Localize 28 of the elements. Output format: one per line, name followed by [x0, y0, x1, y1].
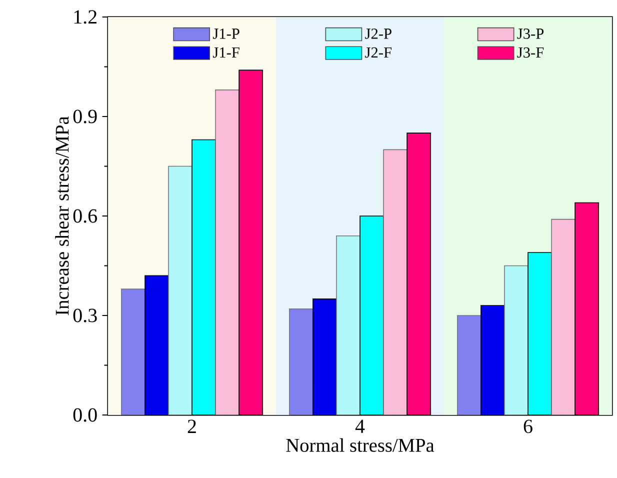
- bar: [312, 298, 337, 415]
- bar: [168, 166, 192, 415]
- y-axis-title: Increase shear stress/MPa: [55, 116, 69, 316]
- legend-label: J1-P: [212, 28, 240, 39]
- bar: [480, 305, 505, 415]
- bar: [336, 235, 360, 415]
- bar: [121, 288, 146, 415]
- x-tick-label: 4: [355, 420, 365, 433]
- y-tick-label: 1.2: [74, 10, 96, 24]
- bar: [457, 315, 482, 415]
- x-tick-label: 2: [188, 420, 196, 433]
- legend-label: J1-F: [212, 47, 240, 58]
- y-tick-label: 0.0: [73, 408, 97, 422]
- legend-label: J3-F: [517, 47, 544, 58]
- x-tick-label: 6: [524, 420, 532, 434]
- legend-label: J2-F: [365, 47, 392, 58]
- bar: [504, 265, 528, 415]
- bar: [551, 218, 576, 415]
- y-tick-label: 0.9: [73, 110, 97, 124]
- legend-label: J2-P: [365, 28, 392, 39]
- bar: [383, 149, 408, 415]
- legend-label: J3-P: [517, 28, 544, 39]
- bar: [289, 308, 314, 415]
- bar: [215, 90, 240, 415]
- y-tick-label: 0.6: [73, 209, 98, 223]
- bar: [144, 275, 169, 415]
- y-tick-label: 0.3: [73, 308, 97, 322]
- x-axis-title: Normal stress/MPa: [286, 438, 434, 452]
